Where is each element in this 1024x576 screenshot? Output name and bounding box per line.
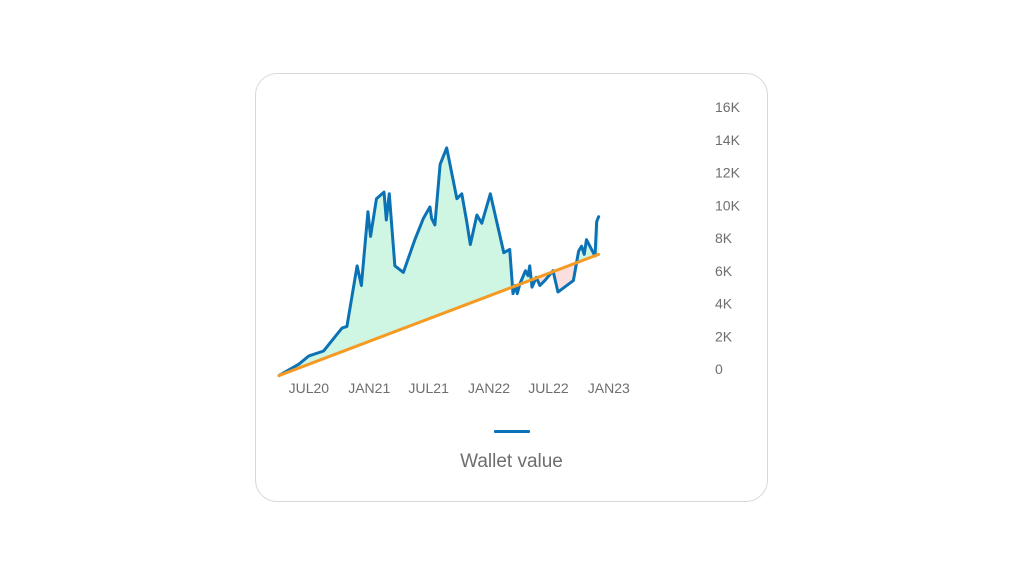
y-tick-label: 2K [715, 328, 733, 344]
x-axis-tick-labels: JUL20 JAN21 JUL21 JAN22 JUL22 JAN23 [289, 380, 630, 396]
legend-label: Wallet value [460, 451, 563, 472]
y-axis-tick-labels: 0 2K 4K 6K 8K 10K 12K 14K 16K [715, 99, 741, 377]
x-tick-label: JUL20 [289, 380, 330, 396]
y-tick-label: 14K [715, 132, 741, 148]
y-tick-label: 10K [715, 197, 741, 213]
x-tick-label: JUL22 [528, 380, 569, 396]
wallet-chart-card: 0 2K 4K 6K 8K 10K 12K 14K 16K JUL20 JAN21 JUL21 JAN… [255, 73, 768, 502]
x-tick-label: JUL21 [408, 380, 449, 396]
legend-line-swatch [493, 430, 530, 433]
y-tick-label: 4K [715, 296, 733, 312]
x-tick-label: JAN22 [468, 380, 510, 396]
x-tick-label: JAN23 [588, 380, 630, 396]
series-line-layer [277, 146, 601, 378]
y-tick-label: 0 [715, 361, 723, 377]
chart-legend: Wallet value [256, 430, 767, 473]
y-tick-label: 8K [715, 230, 733, 246]
y-tick-label: 6K [715, 263, 733, 279]
wallet-value-line [277, 146, 601, 378]
gain-area-fill [279, 147, 513, 376]
y-tick-label: 12K [715, 165, 741, 181]
x-tick-label: JAN21 [348, 380, 390, 396]
y-tick-label: 16K [715, 99, 741, 115]
wallet-value-chart: 0 2K 4K 6K 8K 10K 12K 14K 16K JUL20 JAN21 JUL21 JAN… [277, 99, 741, 396]
cost-basis-line [277, 252, 601, 378]
